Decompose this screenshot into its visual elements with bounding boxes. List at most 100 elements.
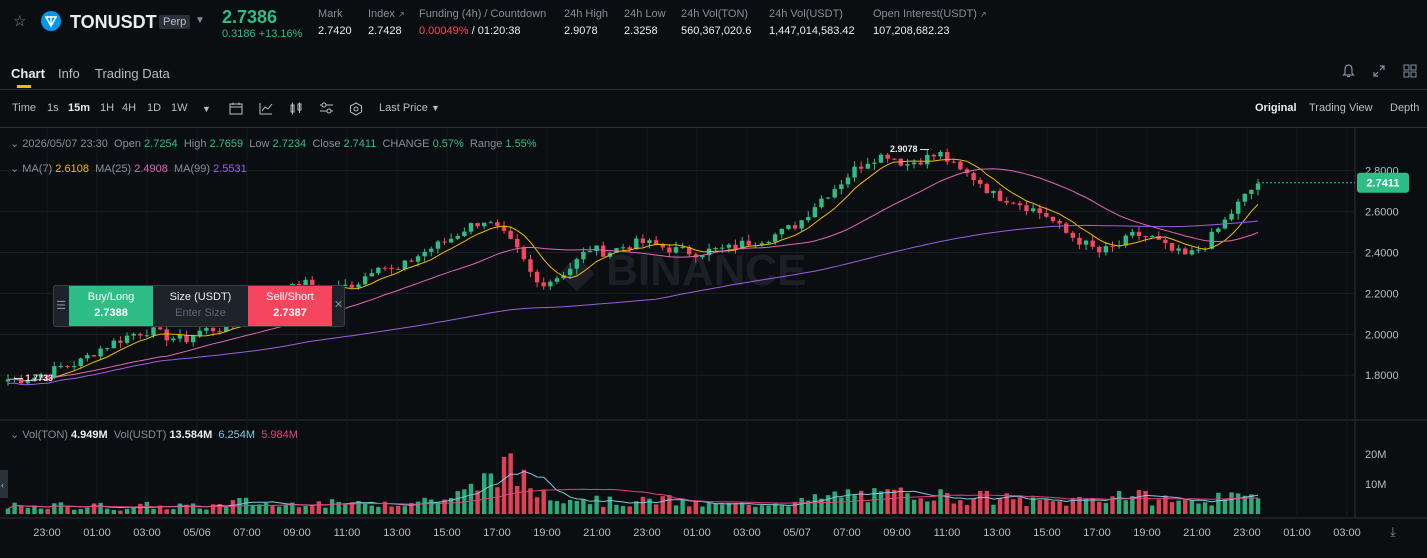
- close-icon[interactable]: ✕: [334, 299, 344, 311]
- candle-body: [806, 217, 811, 221]
- volume-bar: [1176, 500, 1181, 514]
- drag-handle-icon[interactable]: ☰: [56, 300, 66, 312]
- grid-layout-icon[interactable]: [1403, 64, 1417, 81]
- volume-bar: [210, 504, 216, 514]
- candle-body: [190, 335, 196, 343]
- volume-legend: ⌄ Vol(TON) 4.949M Vol(USDT) 13.584M 6.25…: [10, 429, 298, 441]
- candle-body: [1083, 240, 1089, 245]
- volume-ma-line-2: [7, 488, 1258, 510]
- y-tick-label: 2.0000: [1365, 329, 1399, 341]
- candle-body: [376, 267, 381, 274]
- candle-body: [131, 333, 136, 336]
- volume-bar: [1163, 495, 1168, 514]
- volume-bar: [640, 496, 646, 514]
- volume-bar: [336, 501, 341, 514]
- candlestick-chart-svg[interactable]: 2.80002.60002.40002.20002.00001.800023:0…: [0, 128, 1427, 555]
- view-original[interactable]: Original: [1255, 102, 1297, 114]
- sell-short-button[interactable]: Sell/Short 2.7387: [248, 286, 332, 326]
- interval-1d[interactable]: 1D: [147, 102, 162, 114]
- volume-bar: [495, 487, 500, 514]
- volume-bar: [429, 499, 434, 514]
- x-tick-label: 23:00: [1233, 527, 1261, 539]
- collapse-ma-icon[interactable]: ⌄: [10, 163, 20, 175]
- volume-bar: [91, 503, 97, 514]
- candle-body: [1050, 216, 1056, 222]
- legend-ma25: 2.4908: [134, 163, 168, 175]
- view-depth[interactable]: Depth: [1390, 102, 1420, 114]
- volume-bar: [138, 503, 143, 514]
- candle-body: [1044, 213, 1049, 217]
- candle-body: [978, 179, 983, 184]
- tab-trading-data[interactable]: Trading Data: [95, 66, 170, 81]
- candle-body: [429, 248, 434, 252]
- volume-bar: [303, 506, 308, 514]
- candle-body: [462, 231, 467, 236]
- volume-bar: [772, 503, 778, 514]
- candle-body: [766, 241, 771, 244]
- volume-bar: [1229, 492, 1234, 514]
- volume-bar: [607, 496, 613, 514]
- candle-body: [1057, 221, 1062, 224]
- legend-vol-ma1: 6.254M: [218, 429, 256, 441]
- interval-1w[interactable]: 1W: [171, 102, 188, 114]
- candle-body: [739, 240, 745, 250]
- tab-info[interactable]: Info: [58, 66, 80, 81]
- symbol-dropdown-icon[interactable]: ▼: [195, 15, 205, 26]
- price-type-select[interactable]: Last Price ▼: [379, 102, 440, 114]
- chart-settings-icon[interactable]: [319, 102, 334, 118]
- candle-body: [872, 162, 877, 164]
- symbol-name[interactable]: TONUSDT: [70, 12, 157, 32]
- volume-bar: [349, 502, 355, 514]
- price-chart[interactable]: 2.8000 2.6000 2.4000 2.2000 2.0000 1.8000 23:0…: [0, 128, 1427, 555]
- legend-range: 1.55%: [505, 138, 537, 150]
- candle-body: [1130, 231, 1135, 236]
- favorite-star-icon[interactable]: ☆: [13, 13, 27, 30]
- candle-body: [680, 247, 685, 249]
- volume-bar: [1110, 496, 1115, 514]
- volume-bar: [673, 505, 679, 514]
- volume-bar: [726, 502, 732, 514]
- volume-bar: [534, 497, 540, 514]
- collapse-vol-icon[interactable]: ⌄: [10, 429, 20, 441]
- candle-body: [614, 248, 619, 253]
- expand-icon[interactable]: [1372, 64, 1386, 81]
- candle-body: [303, 279, 308, 289]
- legend-datetime: 2026/05/07 23:30: [22, 138, 108, 150]
- candle-body: [105, 348, 110, 350]
- volume-bar: [1090, 498, 1095, 514]
- candle-settings-icon[interactable]: [289, 102, 303, 118]
- volume-bar: [442, 499, 447, 514]
- size-input[interactable]: Size (USDT) Enter Size: [154, 286, 247, 326]
- view-trading-view[interactable]: Trading View: [1309, 102, 1373, 114]
- tab-chart[interactable]: Chart: [11, 66, 45, 81]
- interval-1h[interactable]: 1H: [100, 102, 115, 114]
- y-tick-label: 2.4000: [1365, 248, 1399, 260]
- candle-body: [164, 329, 169, 341]
- stat-index[interactable]: Index ↗ 2.7428: [368, 8, 405, 37]
- stat-open-interest[interactable]: Open Interest(USDT) ↗ 107,208,682.23: [873, 8, 987, 37]
- interval-15m[interactable]: 15m: [68, 102, 91, 114]
- interval-time[interactable]: Time: [12, 102, 37, 114]
- volume-bar: [1169, 502, 1175, 514]
- volume-bar: [567, 499, 573, 514]
- candle-body: [634, 238, 639, 250]
- buy-long-button[interactable]: Buy/Long 2.7388: [69, 286, 153, 326]
- chevron-left-icon: ‹: [1, 480, 4, 490]
- volume-bar: [1216, 492, 1221, 514]
- candle-body: [792, 225, 798, 229]
- candle-body: [918, 162, 923, 165]
- volume-bar: [382, 501, 388, 514]
- bell-icon[interactable]: [1342, 64, 1355, 81]
- more-intervals-icon[interactable]: ▼: [202, 104, 211, 114]
- interval-1s[interactable]: 1s: [47, 102, 59, 114]
- indicators-icon[interactable]: [259, 102, 273, 118]
- candle-body: [627, 247, 632, 250]
- interval-4h[interactable]: 4H: [122, 102, 137, 114]
- collapse-legend-icon[interactable]: ⌄: [10, 138, 20, 150]
- volume-bar: [270, 505, 275, 514]
- hexagon-settings-icon[interactable]: [349, 102, 363, 119]
- volume-bar: [1130, 496, 1135, 514]
- volume-bar: [1057, 501, 1062, 514]
- calendar-icon[interactable]: [229, 102, 243, 118]
- candle-body: [402, 260, 408, 270]
